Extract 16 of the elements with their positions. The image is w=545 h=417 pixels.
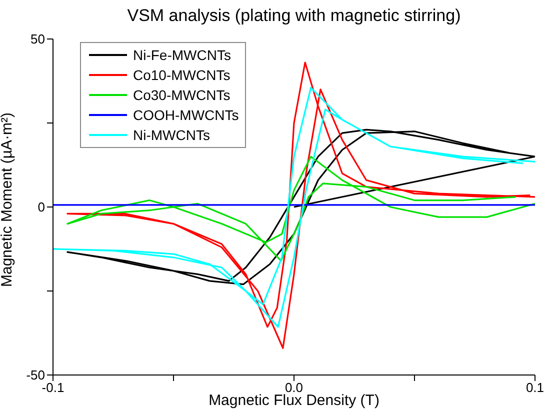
chart-title: VSM analysis (plating with magnetic stirring)	[126, 6, 462, 26]
y-tick-label: 50	[30, 32, 45, 47]
y-axis-title: Magnetic Moment (µA·m²)	[0, 112, 16, 287]
legend-label: Co30-MWCNTs	[133, 87, 230, 103]
legend-label: Co10-MWCNTs	[133, 67, 230, 83]
line-series	[53, 86, 535, 328]
x-tick-label: 0.1	[526, 380, 544, 396]
legend-label: COOH-MWCNTs	[133, 107, 239, 123]
legend-label: Ni-Fe-MWCNTs	[133, 47, 231, 63]
x-tick-label: -0.1	[42, 380, 64, 396]
y-tick-label: -50	[26, 368, 45, 383]
y-tick-label: 0	[38, 200, 45, 215]
line-series	[66, 156, 535, 262]
legend-label: Ni-MWCNTs	[133, 127, 210, 143]
line-series	[66, 62, 535, 349]
line-series	[66, 128, 535, 286]
